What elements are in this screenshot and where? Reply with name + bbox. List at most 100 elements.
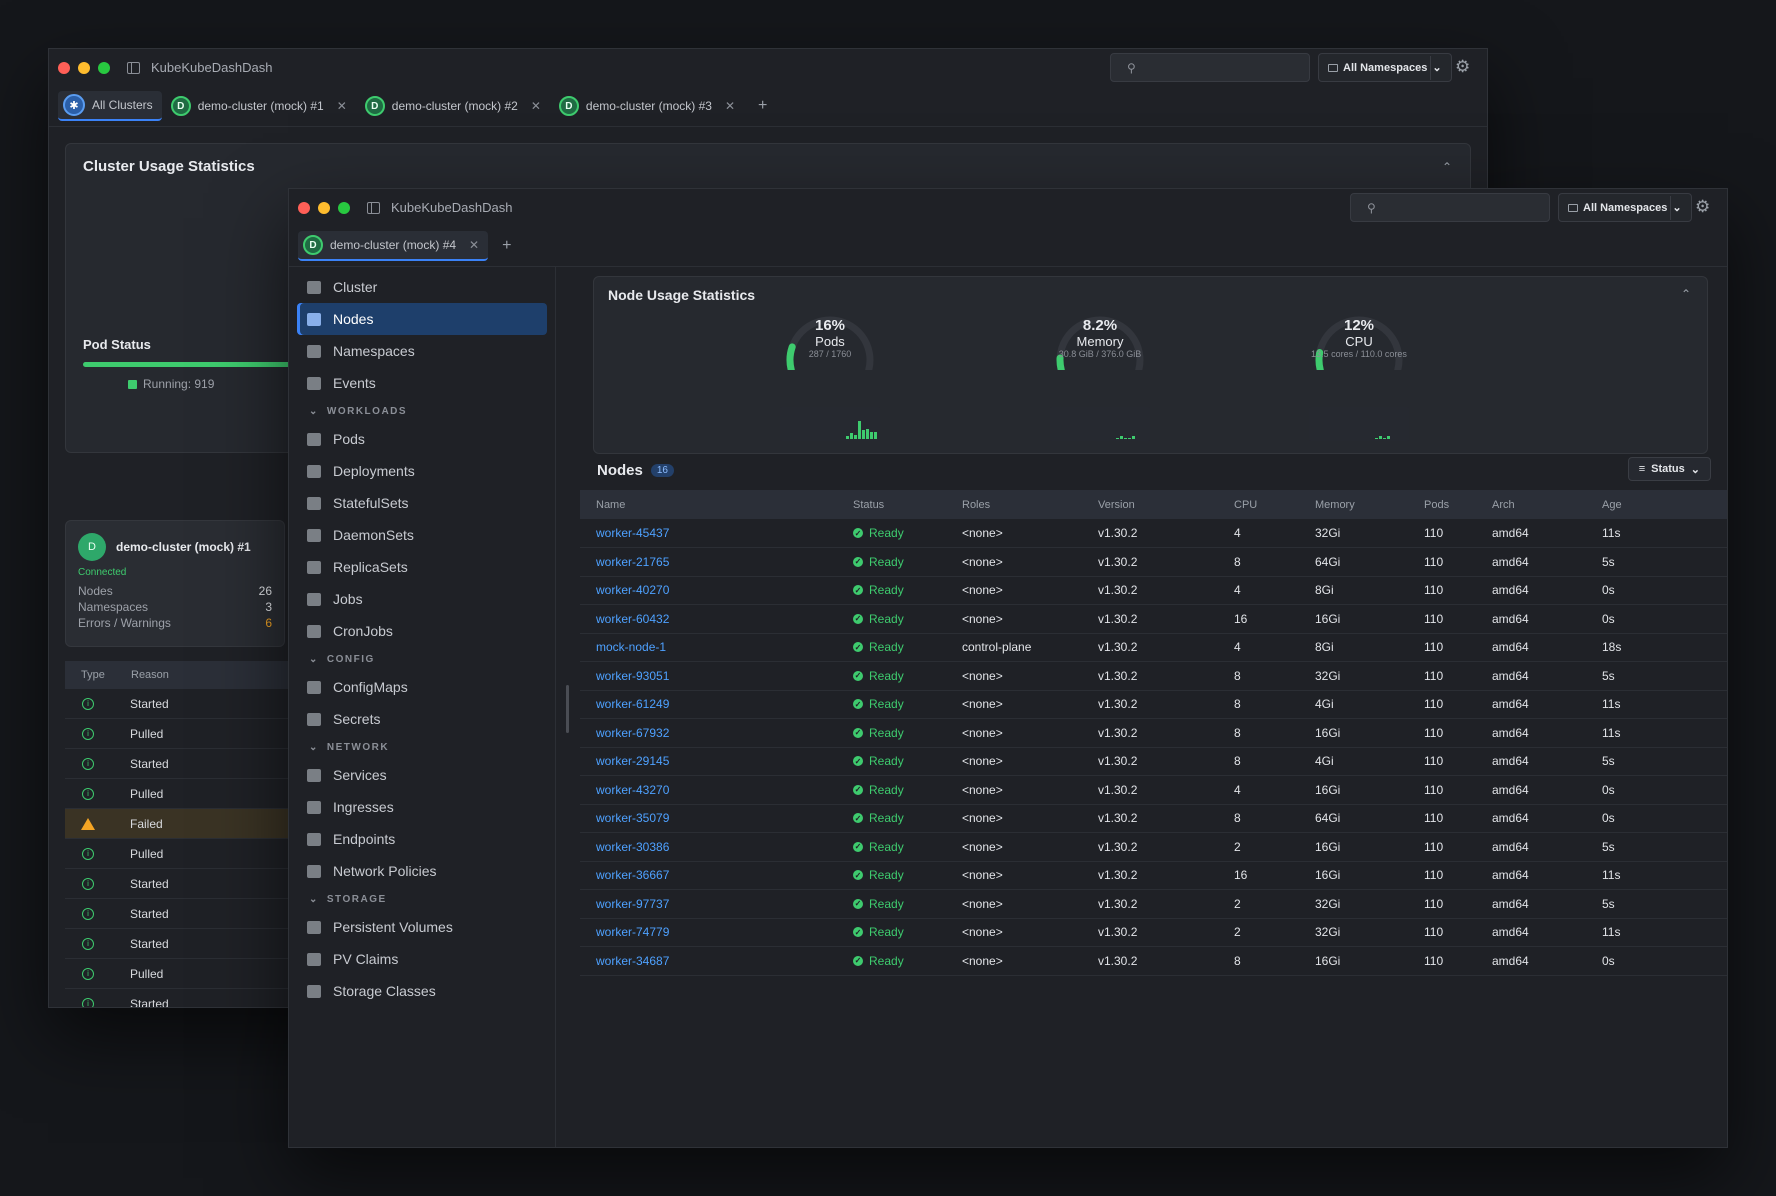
sidebar-toggle-icon[interactable] bbox=[127, 61, 140, 74]
search-input[interactable]: ⚲ bbox=[1350, 193, 1550, 222]
sidebar-item-ingresses[interactable]: Ingresses bbox=[297, 791, 547, 823]
sidebar-item-events[interactable]: Events bbox=[297, 367, 547, 399]
sidebar-item-cronjobs[interactable]: CronJobs bbox=[297, 615, 547, 647]
tab-cluster-2[interactable]: D demo-cluster (mock) #2 ✕ bbox=[360, 91, 550, 121]
sidebar-item-storage-classes[interactable]: Storage Classes bbox=[297, 975, 547, 1007]
table-row[interactable]: i Pulled bbox=[65, 839, 295, 869]
tab-cluster-4[interactable]: D demo-cluster (mock) #4 ✕ bbox=[298, 231, 489, 261]
tab-cluster-1[interactable]: D demo-cluster (mock) #1 ✕ bbox=[166, 91, 356, 121]
search-input[interactable]: ⚲ bbox=[1110, 53, 1310, 82]
sidebar-item-configmaps[interactable]: ConfigMaps bbox=[297, 671, 547, 703]
close-window-button[interactable] bbox=[58, 61, 70, 74]
namespace-selector[interactable]: All Namespaces ⌄ bbox=[1318, 53, 1452, 82]
namespace-selector[interactable]: All Namespaces ⌄ bbox=[1558, 193, 1692, 222]
sidebar-item-cluster[interactable]: Cluster bbox=[297, 271, 547, 303]
sidebar-toggle-icon[interactable] bbox=[367, 201, 380, 214]
column-roles[interactable]: Roles bbox=[960, 490, 1096, 519]
cell-name[interactable]: worker-35079 bbox=[580, 804, 851, 833]
table-row[interactable]: Failed bbox=[65, 809, 295, 839]
sidebar-item-statefulsets[interactable]: StatefulSets bbox=[297, 487, 547, 519]
sidebar-item-jobs[interactable]: Jobs bbox=[297, 583, 547, 615]
column-status[interactable]: Status bbox=[851, 490, 960, 519]
add-tab-button[interactable]: + bbox=[758, 97, 768, 114]
section-config[interactable]: ⌄ CONFIG bbox=[289, 647, 555, 671]
column-memory[interactable]: Memory bbox=[1313, 490, 1422, 519]
table-row[interactable]: worker-74779 ✓ Ready <none> v1.30.2 2 32Gi 110 a… bbox=[580, 918, 1727, 947]
cell-name[interactable]: worker-34687 bbox=[580, 946, 851, 976]
table-row[interactable]: worker-61249 ✓ Ready <none> v1.30.2 8 4Gi 110 am… bbox=[580, 690, 1727, 719]
cell-name[interactable]: worker-40270 bbox=[580, 576, 851, 605]
cell-name[interactable]: worker-67932 bbox=[580, 718, 851, 748]
table-row[interactable]: worker-67932 ✓ Ready <none> v1.30.2 8 16Gi 110 a… bbox=[580, 718, 1727, 748]
cell-name[interactable]: worker-93051 bbox=[580, 661, 851, 691]
table-row[interactable]: worker-21765 ✓ Ready <none> v1.30.2 8 64Gi 110 a… bbox=[580, 547, 1727, 577]
table-row[interactable]: worker-97737 ✓ Ready <none> v1.30.2 2 32Gi 110 a… bbox=[580, 889, 1727, 919]
status-filter-button[interactable]: ≡ Status ⌄ bbox=[1627, 457, 1711, 481]
table-row[interactable]: mock-node-1 ✓ Ready control-plane v1.30.2 4 8G… bbox=[580, 633, 1727, 662]
cell-name[interactable]: worker-43270 bbox=[580, 775, 851, 805]
minimize-window-button[interactable] bbox=[318, 201, 330, 214]
table-row[interactable]: i Started bbox=[65, 749, 295, 779]
column-reason[interactable]: Reason bbox=[131, 669, 169, 681]
close-tab-icon[interactable]: ✕ bbox=[336, 99, 347, 113]
tab-cluster-3[interactable]: D demo-cluster (mock) #3 ✕ bbox=[554, 91, 744, 121]
column-pods[interactable]: Pods bbox=[1422, 490, 1490, 519]
cell-name[interactable]: worker-45437 bbox=[580, 519, 851, 548]
table-row[interactable]: i Started bbox=[65, 869, 295, 899]
cell-name[interactable]: worker-30386 bbox=[580, 832, 851, 862]
cell-name[interactable]: worker-61249 bbox=[580, 690, 851, 719]
column-version[interactable]: Version bbox=[1096, 490, 1232, 519]
cell-name[interactable]: worker-60432 bbox=[580, 604, 851, 634]
cell-name[interactable]: worker-36667 bbox=[580, 861, 851, 890]
table-row[interactable]: i Started bbox=[65, 899, 295, 929]
collapse-icon[interactable]: ⌃ bbox=[1441, 160, 1452, 174]
maximize-window-button[interactable] bbox=[98, 61, 110, 74]
section-network[interactable]: ⌄ NETWORK bbox=[289, 735, 555, 759]
tab-all-clusters[interactable]: ✱ All Clusters bbox=[58, 91, 162, 121]
table-row[interactable]: worker-34687 ✓ Ready <none> v1.30.2 8 16Gi 110 a… bbox=[580, 946, 1727, 976]
collapse-icon[interactable]: ⌃ bbox=[1680, 287, 1691, 301]
sidebar-item-network-policies[interactable]: Network Policies bbox=[297, 855, 547, 887]
sidebar-item-nodes[interactable]: Nodes bbox=[297, 303, 547, 335]
sidebar-item-pv-claims[interactable]: PV Claims bbox=[297, 943, 547, 975]
sidebar-resize-handle[interactable] bbox=[566, 685, 569, 733]
gear-icon[interactable]: ⚙ bbox=[1455, 57, 1471, 76]
table-row[interactable]: worker-60432 ✓ Ready <none> v1.30.2 16 16Gi 110… bbox=[580, 604, 1727, 634]
table-row[interactable]: i Pulled bbox=[65, 779, 295, 809]
table-row[interactable]: worker-35079 ✓ Ready <none> v1.30.2 8 64Gi 110 a… bbox=[580, 804, 1727, 833]
close-tab-icon[interactable]: ✕ bbox=[724, 99, 736, 113]
section-workloads[interactable]: ⌄ WORKLOADS bbox=[289, 399, 555, 423]
close-tab-icon[interactable]: ✕ bbox=[469, 238, 480, 252]
table-row[interactable]: worker-40270 ✓ Ready <none> v1.30.2 4 8Gi 110 am… bbox=[580, 576, 1727, 605]
sidebar-item-services[interactable]: Services bbox=[297, 759, 547, 791]
table-row[interactable]: i Started bbox=[65, 989, 295, 1007]
cell-name[interactable]: mock-node-1 bbox=[580, 633, 851, 662]
minimize-window-button[interactable] bbox=[78, 61, 90, 74]
table-row[interactable]: i Pulled bbox=[65, 959, 295, 989]
cell-name[interactable]: worker-97737 bbox=[580, 889, 851, 919]
column-cpu[interactable]: CPU bbox=[1232, 490, 1313, 519]
maximize-window-button[interactable] bbox=[338, 201, 350, 214]
table-row[interactable]: worker-45437 ✓ Ready <none> v1.30.2 4 32Gi 110 a… bbox=[580, 519, 1727, 548]
column-type[interactable]: Type bbox=[81, 669, 105, 681]
sidebar-item-persistent-volumes[interactable]: Persistent Volumes bbox=[297, 911, 547, 943]
table-row[interactable]: i Pulled bbox=[65, 719, 295, 749]
sidebar-item-secrets[interactable]: Secrets bbox=[297, 703, 547, 735]
section-storage[interactable]: ⌄ STORAGE bbox=[289, 887, 555, 911]
column-name[interactable]: Name bbox=[580, 490, 851, 519]
sidebar-item-endpoints[interactable]: Endpoints bbox=[297, 823, 547, 855]
table-row[interactable]: worker-36667 ✓ Ready <none> v1.30.2 16 16Gi 110… bbox=[580, 861, 1727, 890]
add-tab-button[interactable]: + bbox=[502, 237, 512, 254]
cluster-card[interactable]: D demo-cluster (mock) #1 Connected Nodes… bbox=[65, 520, 285, 647]
sidebar-item-replicasets[interactable]: ReplicaSets bbox=[297, 551, 547, 583]
sidebar-item-deployments[interactable]: Deployments bbox=[297, 455, 547, 487]
sidebar-item-pods[interactable]: Pods bbox=[297, 423, 547, 455]
close-window-button[interactable] bbox=[298, 201, 310, 214]
column-age[interactable]: Age bbox=[1600, 490, 1727, 519]
sidebar-item-namespaces[interactable]: Namespaces bbox=[297, 335, 547, 367]
cell-name[interactable]: worker-29145 bbox=[580, 747, 851, 776]
table-row[interactable]: worker-43270 ✓ Ready <none> v1.30.2 4 16Gi 110 a… bbox=[580, 775, 1727, 805]
cell-name[interactable]: worker-74779 bbox=[580, 918, 851, 947]
table-row[interactable]: worker-93051 ✓ Ready <none> v1.30.2 8 32Gi 110 a… bbox=[580, 661, 1727, 691]
close-tab-icon[interactable]: ✕ bbox=[530, 99, 541, 113]
